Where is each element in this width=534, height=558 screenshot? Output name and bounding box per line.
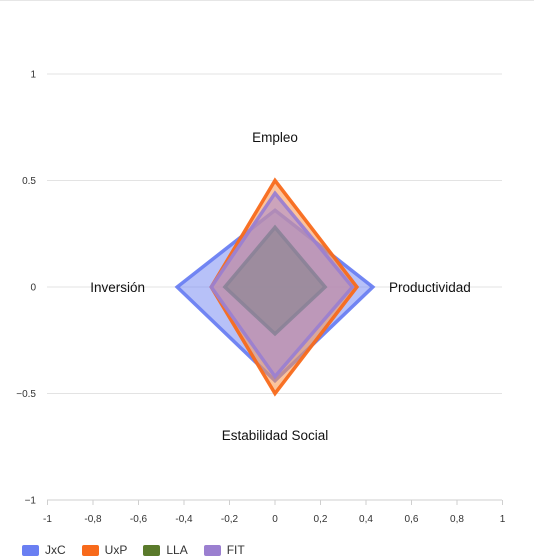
- legend-label-fit: FIT: [226, 543, 245, 557]
- legend-swatch-fit: [203, 544, 221, 556]
- y-tick-label: 1: [30, 70, 36, 81]
- legend-label-jxc: JxC: [45, 543, 66, 557]
- legend-label-uxp: UxP: [104, 543, 128, 557]
- legend-item-uxp[interactable]: UxP: [81, 543, 128, 557]
- axis-label-productividad: Productividad: [389, 280, 471, 295]
- x-tick-label: 0,4: [359, 514, 373, 525]
- x-tick-label: 0,8: [450, 514, 464, 525]
- radar-chart: 1 0.5 0 −0.5 −1 -1 -0,8 -0,6 -0,4 -0,2 0 0,2 0,4 0,6…: [16, 70, 506, 526]
- axis-label-empleo: Empleo: [252, 130, 298, 145]
- x-axis: -1 -0,8 -0,6 -0,4 -0,2 0 0,2 0,4 0,6 0,8 1: [43, 500, 506, 525]
- axis-label-inversion: Inversión: [90, 280, 145, 295]
- y-tick-label: −1: [25, 496, 37, 507]
- legend-item-lla[interactable]: LLA: [143, 543, 188, 557]
- y-tick-labels: 1 0.5 0 −0.5 −1: [16, 70, 36, 507]
- series-layer: [174, 177, 376, 397]
- y-tick-label: 0.5: [22, 176, 36, 187]
- y-tick-label: −0.5: [16, 389, 36, 400]
- x-tick-label: 0,6: [405, 514, 419, 525]
- y-tick-label: 0: [30, 283, 36, 294]
- x-tick-label: -0,6: [130, 514, 148, 525]
- legend-swatch-uxp: [81, 544, 99, 556]
- legend-swatch-jxc: [22, 544, 39, 556]
- direction-labels: Empleo Productividad Estabilidad Social Inv…: [90, 130, 471, 443]
- x-tick-label: -0,4: [175, 514, 193, 525]
- x-tick-label: 0: [272, 514, 278, 525]
- legend-item-fit[interactable]: FIT: [203, 543, 245, 557]
- legend-label-lla: LLA: [166, 543, 188, 557]
- top-divider: [0, 0, 534, 1]
- x-tick-label: -0,8: [84, 514, 102, 525]
- legend-item-jxc[interactable]: JxC: [22, 543, 66, 557]
- legend-swatch-lla: [143, 544, 161, 556]
- x-tick-label: 1: [500, 514, 506, 525]
- axis-label-estabilidad-social: Estabilidad Social: [222, 428, 329, 443]
- x-tick-label: -1: [43, 514, 52, 525]
- x-tick-label: 0,2: [314, 514, 328, 525]
- x-tick-label: -0,2: [221, 514, 239, 525]
- legend: JxC UxP LLA FIT: [22, 543, 261, 557]
- series-polygon-fit: [209, 190, 355, 380]
